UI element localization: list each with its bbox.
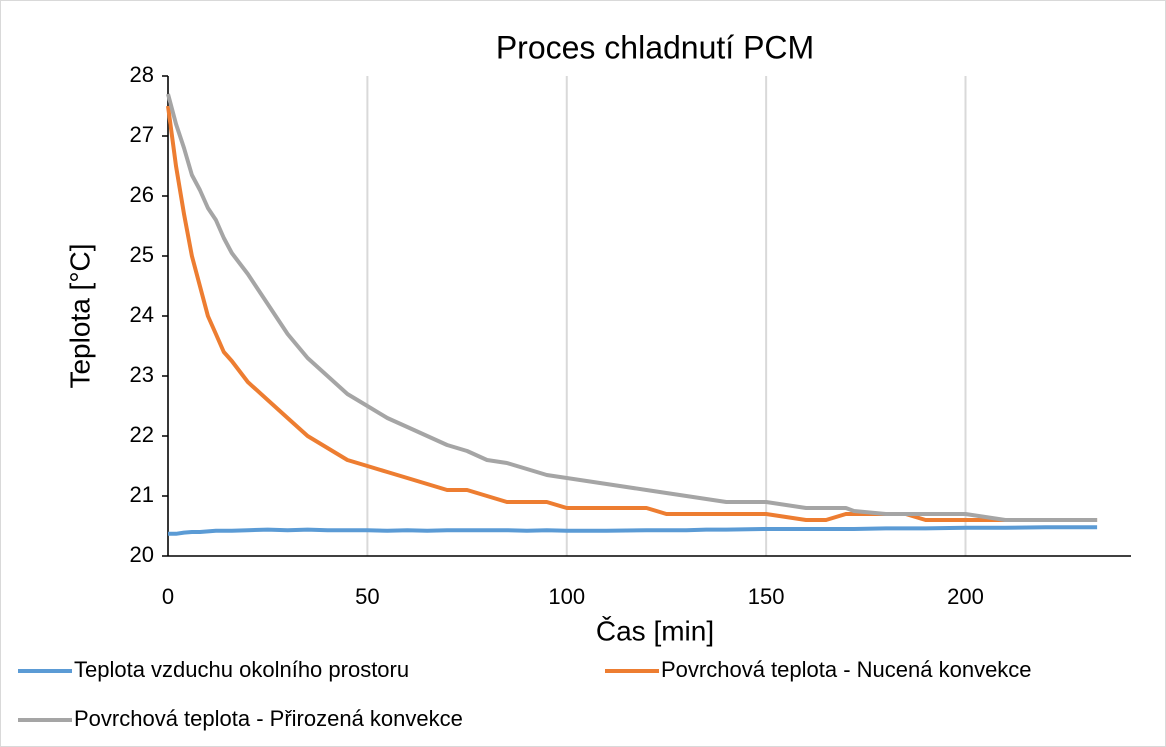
y-tick-label: 21: [130, 482, 154, 507]
y-tick-label: 25: [130, 242, 154, 267]
x-tick-label: 50: [355, 584, 379, 609]
y-tick-label: 20: [130, 542, 154, 567]
series-line: [166, 93, 1098, 522]
legend-label: Povrchová teplota - Nucená konvekce: [661, 657, 1032, 682]
series-line: [168, 525, 1098, 536]
y-tick-label: 26: [130, 182, 154, 207]
legend-label: Povrchová teplota - Přirozená konvekce: [74, 706, 463, 731]
y-tick-label: 23: [130, 362, 154, 387]
y-tick-label: 27: [130, 122, 154, 147]
x-tick-label: 100: [548, 584, 585, 609]
x-tick-label: 200: [947, 584, 984, 609]
legend-label: Teplota vzduchu okolního prostoru: [74, 657, 409, 682]
x-tick-label: 150: [748, 584, 785, 609]
y-tick-label: 22: [130, 422, 154, 447]
chart-title: Proces chladnutí PCM: [496, 29, 814, 65]
x-axis-label: Čas [min]: [596, 615, 714, 646]
y-axis-label: Teplota [°C]: [64, 243, 95, 388]
y-tick-label: 24: [130, 302, 154, 327]
series-line: [166, 105, 1098, 522]
x-tick-label: 0: [162, 584, 174, 609]
y-tick-label: 28: [130, 62, 154, 87]
